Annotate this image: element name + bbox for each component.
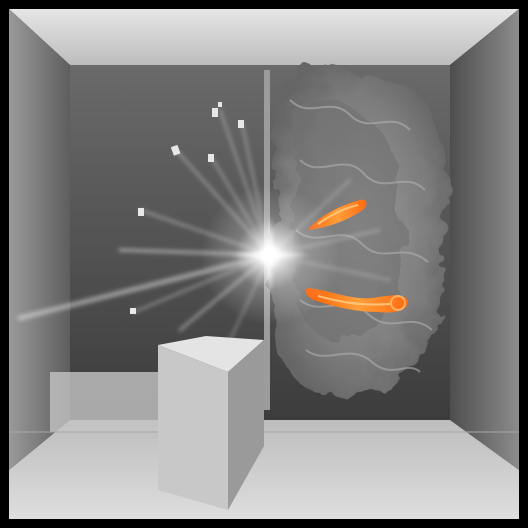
foreground-block xyxy=(158,336,264,510)
ceiling xyxy=(9,9,519,65)
left-wall xyxy=(9,9,70,470)
debris xyxy=(130,102,244,314)
right-wall xyxy=(450,9,519,470)
floor xyxy=(9,420,519,519)
light-star xyxy=(230,215,310,295)
